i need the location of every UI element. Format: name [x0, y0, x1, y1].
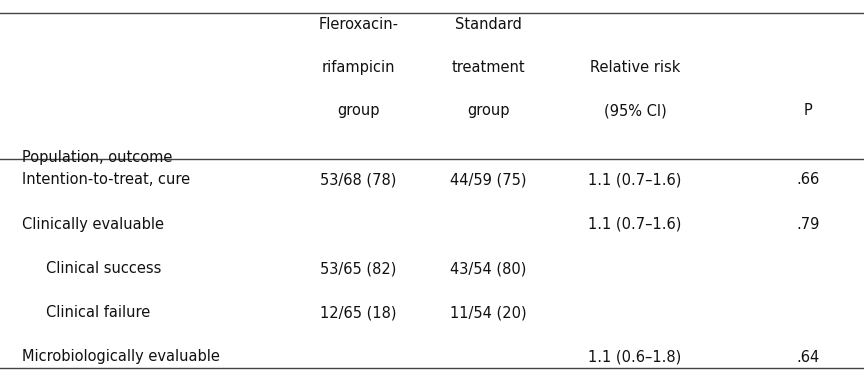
Text: treatment: treatment: [451, 60, 525, 75]
Text: 53/68 (78): 53/68 (78): [321, 172, 397, 188]
Text: Clinically evaluable: Clinically evaluable: [22, 217, 163, 232]
Text: Clinical failure: Clinical failure: [46, 305, 150, 320]
Text: 1.1 (0.7–1.6): 1.1 (0.7–1.6): [588, 172, 682, 188]
Text: 43/54 (80): 43/54 (80): [450, 261, 526, 276]
Text: Intention-to-treat, cure: Intention-to-treat, cure: [22, 172, 190, 188]
Text: Standard: Standard: [454, 17, 522, 32]
Text: 1.1 (0.6–1.8): 1.1 (0.6–1.8): [588, 350, 682, 364]
Text: .66: .66: [797, 172, 819, 188]
Text: Relative risk: Relative risk: [590, 60, 680, 75]
Text: Clinical success: Clinical success: [46, 261, 162, 276]
Text: P: P: [804, 103, 812, 118]
Text: group: group: [467, 103, 510, 118]
Text: group: group: [337, 103, 380, 118]
Text: Fleroxacin-: Fleroxacin-: [319, 17, 398, 32]
Text: Population, outcome: Population, outcome: [22, 150, 172, 165]
Text: 11/54 (20): 11/54 (20): [450, 305, 526, 320]
Text: 12/65 (18): 12/65 (18): [321, 305, 397, 320]
Text: .79: .79: [796, 217, 820, 232]
Text: (95% CI): (95% CI): [604, 103, 666, 118]
Text: 44/59 (75): 44/59 (75): [450, 172, 526, 188]
Text: .64: .64: [797, 350, 819, 364]
Text: 53/65 (82): 53/65 (82): [321, 261, 397, 276]
Text: 1.1 (0.7–1.6): 1.1 (0.7–1.6): [588, 217, 682, 232]
Text: Microbiologically evaluable: Microbiologically evaluable: [22, 350, 219, 364]
Text: rifampicin: rifampicin: [321, 60, 396, 75]
